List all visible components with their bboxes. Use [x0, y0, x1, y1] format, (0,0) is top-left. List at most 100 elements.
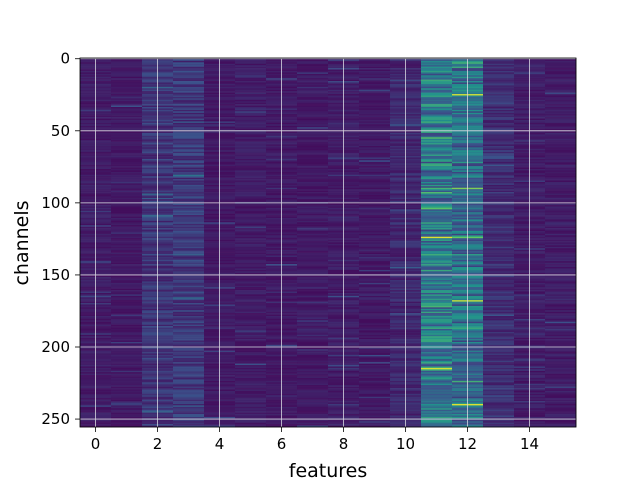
heatmap-cell	[421, 330, 453, 333]
heatmap-cell	[235, 291, 267, 294]
heatmap-cell	[483, 362, 515, 364]
heatmap-cell	[173, 187, 205, 190]
heatmap-cell	[545, 82, 577, 85]
heatmap-cell	[111, 186, 143, 189]
heatmap-cell	[421, 411, 453, 413]
heatmap-cell	[359, 163, 391, 165]
heatmap-cell	[173, 272, 205, 275]
heatmap-cell	[359, 396, 391, 399]
heatmap-cell	[173, 131, 205, 134]
heatmap-cell	[545, 337, 577, 340]
heatmap-cell	[297, 192, 329, 194]
heatmap-cell	[173, 69, 205, 72]
heatmap-cell	[235, 89, 267, 92]
heatmap-cell	[297, 363, 329, 366]
heatmap-cell	[297, 300, 329, 302]
heatmap-cell	[111, 194, 143, 197]
heatmap-cells	[80, 58, 577, 428]
heatmap-cell	[111, 141, 143, 144]
heatmap-cell	[483, 215, 515, 217]
heatmap-cell	[421, 320, 453, 323]
heatmap-cell	[545, 186, 577, 189]
heatmap-cell	[483, 318, 515, 321]
heatmap-cell	[111, 291, 143, 294]
heatmap-cell	[545, 291, 577, 294]
heatmap-cell	[545, 403, 577, 406]
heatmap-cell	[421, 251, 453, 253]
heatmap-cell	[545, 60, 577, 63]
heatmap-cell	[359, 339, 391, 341]
heatmap-cell	[545, 292, 577, 295]
heatmap-cell	[173, 118, 205, 121]
heatmap-cell	[421, 200, 453, 203]
heatmap-cell	[359, 228, 391, 230]
heatmap-cell	[483, 82, 515, 85]
heatmap-cell	[297, 235, 329, 238]
heatmap-cell	[235, 171, 267, 174]
heatmap-cell	[173, 281, 205, 284]
heatmap-cell	[111, 269, 143, 272]
heatmap-cell	[297, 132, 329, 135]
heatmap-cell	[483, 265, 515, 268]
heatmap-cell	[235, 63, 267, 66]
heatmap-cell	[421, 326, 453, 328]
heatmap-cell	[545, 76, 577, 79]
heatmap-cell	[235, 187, 267, 190]
heatmap-cell	[545, 109, 577, 112]
heatmap-cell	[359, 411, 391, 413]
heatmap-cell	[359, 308, 391, 311]
heatmap-cell	[173, 200, 205, 203]
heatmap-cell	[111, 310, 143, 312]
heatmap-cell	[173, 153, 205, 155]
heatmap-cell	[359, 333, 391, 336]
heatmap-cell	[545, 154, 577, 157]
heatmap-cell	[173, 331, 205, 334]
heatmap-cell	[483, 327, 515, 330]
heatmap-cell	[235, 284, 267, 287]
heatmap-cell	[483, 166, 515, 168]
heatmap-cell	[359, 403, 391, 406]
heatmap-cell	[235, 236, 267, 239]
heatmap-cell	[297, 82, 329, 85]
heatmap-cell	[111, 226, 143, 229]
heatmap-cell	[359, 347, 391, 350]
heatmap-cell	[235, 190, 267, 193]
heatmap-cell	[421, 154, 453, 157]
heatmap-cell	[297, 383, 329, 386]
heatmap-cell	[359, 373, 391, 376]
heatmap-cell	[545, 89, 577, 92]
heatmap-cell	[297, 179, 329, 181]
heatmap-cell	[297, 184, 329, 187]
heatmap-cell	[545, 156, 577, 158]
heatmap-cell	[235, 199, 267, 201]
heatmap-cell	[483, 101, 515, 103]
heatmap-cell	[111, 343, 143, 346]
heatmap-cell	[359, 267, 391, 269]
heatmap-cell	[111, 228, 143, 230]
heatmap-cell	[173, 343, 205, 346]
heatmap-cell	[359, 85, 391, 88]
heatmap-cell	[359, 114, 391, 116]
heatmap-cell	[359, 282, 391, 285]
heatmap-cell	[359, 173, 391, 176]
heatmap-cell	[173, 174, 205, 177]
heatmap-cell	[297, 153, 329, 155]
heatmap-cell	[545, 386, 577, 389]
heatmap-cell	[111, 207, 143, 210]
heatmap-cell	[483, 377, 515, 380]
heatmap-cell	[111, 118, 143, 121]
heatmap-cell	[483, 406, 515, 409]
heatmap-cell	[421, 104, 453, 106]
heatmap-cell	[173, 217, 205, 220]
heatmap-cell	[545, 242, 577, 245]
heatmap-cell	[421, 219, 453, 222]
heatmap-cell	[545, 187, 577, 190]
heatmap-cell	[173, 269, 205, 272]
heatmap-cell	[483, 403, 515, 406]
heatmap-cell	[235, 220, 267, 223]
heatmap-cell	[111, 205, 143, 207]
heatmap-cell	[111, 179, 143, 181]
heatmap-cell	[111, 70, 143, 73]
heatmap-cell	[297, 109, 329, 112]
